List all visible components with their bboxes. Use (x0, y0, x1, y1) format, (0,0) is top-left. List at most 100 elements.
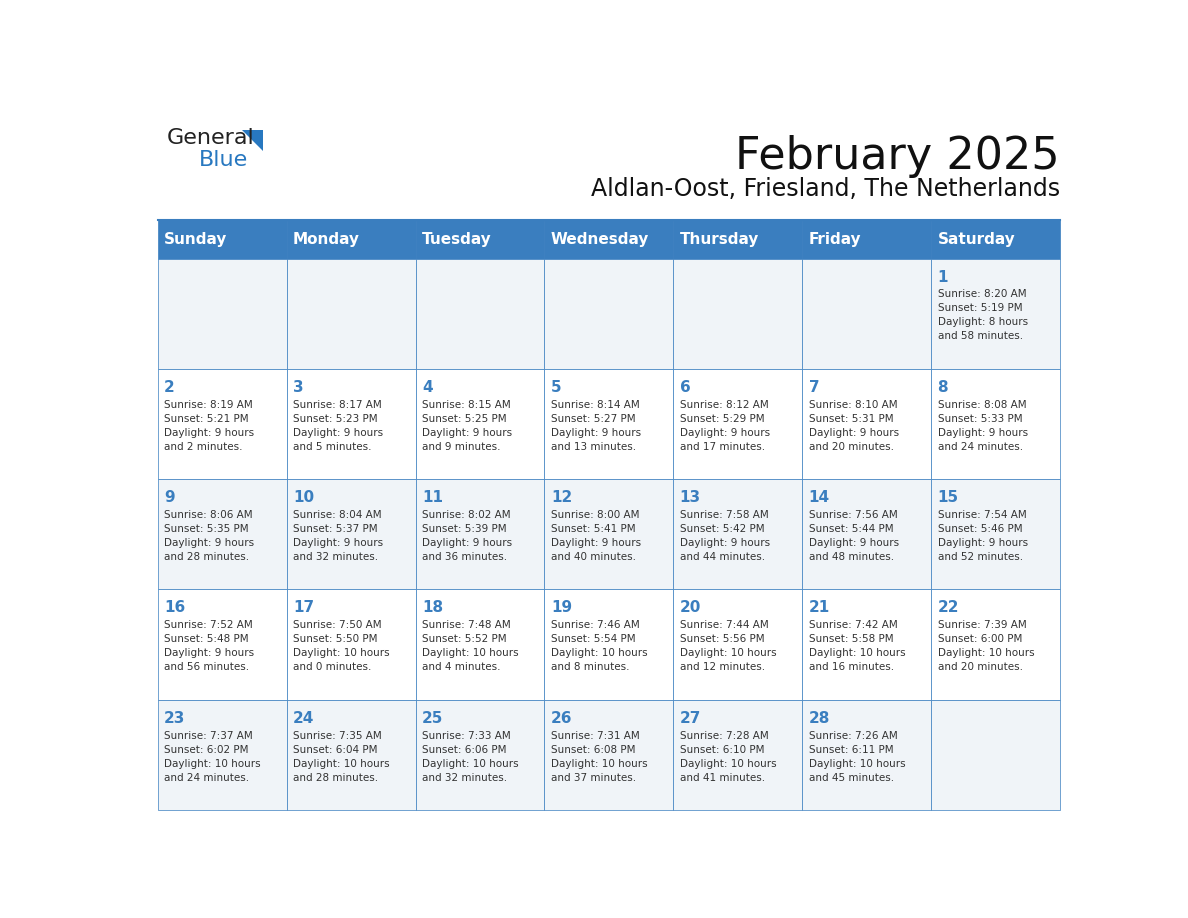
Text: Sunrise: 8:19 AM
Sunset: 5:21 PM
Daylight: 9 hours
and 2 minutes.: Sunrise: 8:19 AM Sunset: 5:21 PM Dayligh… (164, 399, 254, 452)
Text: Sunrise: 8:02 AM
Sunset: 5:39 PM
Daylight: 9 hours
and 36 minutes.: Sunrise: 8:02 AM Sunset: 5:39 PM Dayligh… (422, 510, 512, 562)
Bar (802, 369, 931, 479)
Bar (674, 369, 802, 479)
Text: Sunrise: 8:14 AM
Sunset: 5:27 PM
Daylight: 9 hours
and 13 minutes.: Sunrise: 8:14 AM Sunset: 5:27 PM Dayligh… (551, 399, 642, 452)
Text: 6: 6 (680, 380, 690, 395)
Text: General: General (166, 128, 254, 148)
Bar (544, 479, 674, 589)
Bar (544, 589, 674, 700)
Text: Sunrise: 7:56 AM
Sunset: 5:44 PM
Daylight: 9 hours
and 48 minutes.: Sunrise: 7:56 AM Sunset: 5:44 PM Dayligh… (809, 510, 899, 562)
Text: Sunrise: 8:12 AM
Sunset: 5:29 PM
Daylight: 9 hours
and 17 minutes.: Sunrise: 8:12 AM Sunset: 5:29 PM Dayligh… (680, 399, 770, 452)
Text: 14: 14 (809, 490, 829, 505)
Bar (802, 479, 931, 589)
Text: 20: 20 (680, 600, 701, 615)
Bar (931, 589, 1060, 700)
Text: Friday: Friday (809, 231, 861, 247)
Text: Tuesday: Tuesday (422, 231, 492, 247)
Bar (158, 589, 286, 700)
Text: Sunrise: 7:46 AM
Sunset: 5:54 PM
Daylight: 10 hours
and 8 minutes.: Sunrise: 7:46 AM Sunset: 5:54 PM Dayligh… (551, 621, 647, 672)
Bar (674, 219, 802, 259)
Bar (674, 479, 802, 589)
Text: Sunrise: 7:35 AM
Sunset: 6:04 PM
Daylight: 10 hours
and 28 minutes.: Sunrise: 7:35 AM Sunset: 6:04 PM Dayligh… (293, 731, 390, 782)
Text: Wednesday: Wednesday (551, 231, 649, 247)
Text: 25: 25 (422, 711, 443, 726)
Text: 8: 8 (937, 380, 948, 395)
Bar (416, 700, 544, 810)
Text: Sunday: Sunday (164, 231, 228, 247)
Bar (286, 369, 416, 479)
Bar (544, 219, 674, 259)
Bar (674, 589, 802, 700)
Text: 16: 16 (164, 600, 185, 615)
Text: 22: 22 (937, 600, 959, 615)
Text: 4: 4 (422, 380, 432, 395)
Text: 27: 27 (680, 711, 701, 726)
Text: 7: 7 (809, 380, 820, 395)
Text: Aldlan-Oost, Friesland, The Netherlands: Aldlan-Oost, Friesland, The Netherlands (590, 177, 1060, 201)
Text: February 2025: February 2025 (735, 135, 1060, 178)
Text: 5: 5 (551, 380, 562, 395)
Bar (544, 259, 674, 369)
Text: Sunrise: 8:06 AM
Sunset: 5:35 PM
Daylight: 9 hours
and 28 minutes.: Sunrise: 8:06 AM Sunset: 5:35 PM Dayligh… (164, 510, 254, 562)
Text: 26: 26 (551, 711, 573, 726)
Bar (158, 479, 286, 589)
Text: 28: 28 (809, 711, 830, 726)
Text: Sunrise: 8:04 AM
Sunset: 5:37 PM
Daylight: 9 hours
and 32 minutes.: Sunrise: 8:04 AM Sunset: 5:37 PM Dayligh… (293, 510, 384, 562)
Text: Sunrise: 7:48 AM
Sunset: 5:52 PM
Daylight: 10 hours
and 4 minutes.: Sunrise: 7:48 AM Sunset: 5:52 PM Dayligh… (422, 621, 519, 672)
Text: Thursday: Thursday (680, 231, 759, 247)
Text: Sunrise: 8:08 AM
Sunset: 5:33 PM
Daylight: 9 hours
and 24 minutes.: Sunrise: 8:08 AM Sunset: 5:33 PM Dayligh… (937, 399, 1028, 452)
Bar (286, 700, 416, 810)
Text: 15: 15 (937, 490, 959, 505)
Text: Sunrise: 7:28 AM
Sunset: 6:10 PM
Daylight: 10 hours
and 41 minutes.: Sunrise: 7:28 AM Sunset: 6:10 PM Dayligh… (680, 731, 777, 782)
Text: Sunrise: 7:44 AM
Sunset: 5:56 PM
Daylight: 10 hours
and 12 minutes.: Sunrise: 7:44 AM Sunset: 5:56 PM Dayligh… (680, 621, 777, 672)
Text: Sunrise: 7:42 AM
Sunset: 5:58 PM
Daylight: 10 hours
and 16 minutes.: Sunrise: 7:42 AM Sunset: 5:58 PM Dayligh… (809, 621, 905, 672)
Polygon shape (242, 130, 263, 151)
Bar (416, 219, 544, 259)
Text: 11: 11 (422, 490, 443, 505)
Bar (802, 700, 931, 810)
Bar (931, 369, 1060, 479)
Text: 24: 24 (293, 711, 315, 726)
Text: Sunrise: 7:26 AM
Sunset: 6:11 PM
Daylight: 10 hours
and 45 minutes.: Sunrise: 7:26 AM Sunset: 6:11 PM Dayligh… (809, 731, 905, 782)
Bar (802, 219, 931, 259)
Bar (286, 219, 416, 259)
Text: 9: 9 (164, 490, 175, 505)
Text: 12: 12 (551, 490, 573, 505)
Bar (286, 589, 416, 700)
Text: Sunrise: 7:50 AM
Sunset: 5:50 PM
Daylight: 10 hours
and 0 minutes.: Sunrise: 7:50 AM Sunset: 5:50 PM Dayligh… (293, 621, 390, 672)
Text: 2: 2 (164, 380, 175, 395)
Text: Sunrise: 7:58 AM
Sunset: 5:42 PM
Daylight: 9 hours
and 44 minutes.: Sunrise: 7:58 AM Sunset: 5:42 PM Dayligh… (680, 510, 770, 562)
Text: 13: 13 (680, 490, 701, 505)
Bar (544, 369, 674, 479)
Text: 21: 21 (809, 600, 830, 615)
Text: Sunrise: 8:17 AM
Sunset: 5:23 PM
Daylight: 9 hours
and 5 minutes.: Sunrise: 8:17 AM Sunset: 5:23 PM Dayligh… (293, 399, 384, 452)
Text: Sunrise: 7:33 AM
Sunset: 6:06 PM
Daylight: 10 hours
and 32 minutes.: Sunrise: 7:33 AM Sunset: 6:06 PM Dayligh… (422, 731, 519, 782)
Bar (158, 369, 286, 479)
Bar (931, 700, 1060, 810)
Text: 23: 23 (164, 711, 185, 726)
Bar (674, 259, 802, 369)
Bar (158, 219, 286, 259)
Text: Saturday: Saturday (937, 231, 1016, 247)
Bar (416, 369, 544, 479)
Bar (802, 589, 931, 700)
Bar (674, 700, 802, 810)
Bar (416, 479, 544, 589)
Bar (158, 259, 286, 369)
Text: Sunrise: 7:52 AM
Sunset: 5:48 PM
Daylight: 9 hours
and 56 minutes.: Sunrise: 7:52 AM Sunset: 5:48 PM Dayligh… (164, 621, 254, 672)
Text: 17: 17 (293, 600, 314, 615)
Bar (286, 259, 416, 369)
Bar (158, 700, 286, 810)
Text: 3: 3 (293, 380, 304, 395)
Text: 18: 18 (422, 600, 443, 615)
Text: 19: 19 (551, 600, 571, 615)
Text: Sunrise: 8:00 AM
Sunset: 5:41 PM
Daylight: 9 hours
and 40 minutes.: Sunrise: 8:00 AM Sunset: 5:41 PM Dayligh… (551, 510, 642, 562)
Bar (416, 589, 544, 700)
Text: Sunrise: 7:31 AM
Sunset: 6:08 PM
Daylight: 10 hours
and 37 minutes.: Sunrise: 7:31 AM Sunset: 6:08 PM Dayligh… (551, 731, 647, 782)
Text: Sunrise: 7:39 AM
Sunset: 6:00 PM
Daylight: 10 hours
and 20 minutes.: Sunrise: 7:39 AM Sunset: 6:00 PM Dayligh… (937, 621, 1035, 672)
Text: Sunrise: 7:54 AM
Sunset: 5:46 PM
Daylight: 9 hours
and 52 minutes.: Sunrise: 7:54 AM Sunset: 5:46 PM Dayligh… (937, 510, 1028, 562)
Bar (931, 219, 1060, 259)
Text: 1: 1 (937, 270, 948, 285)
Bar (931, 259, 1060, 369)
Text: Sunrise: 8:15 AM
Sunset: 5:25 PM
Daylight: 9 hours
and 9 minutes.: Sunrise: 8:15 AM Sunset: 5:25 PM Dayligh… (422, 399, 512, 452)
Bar (286, 479, 416, 589)
